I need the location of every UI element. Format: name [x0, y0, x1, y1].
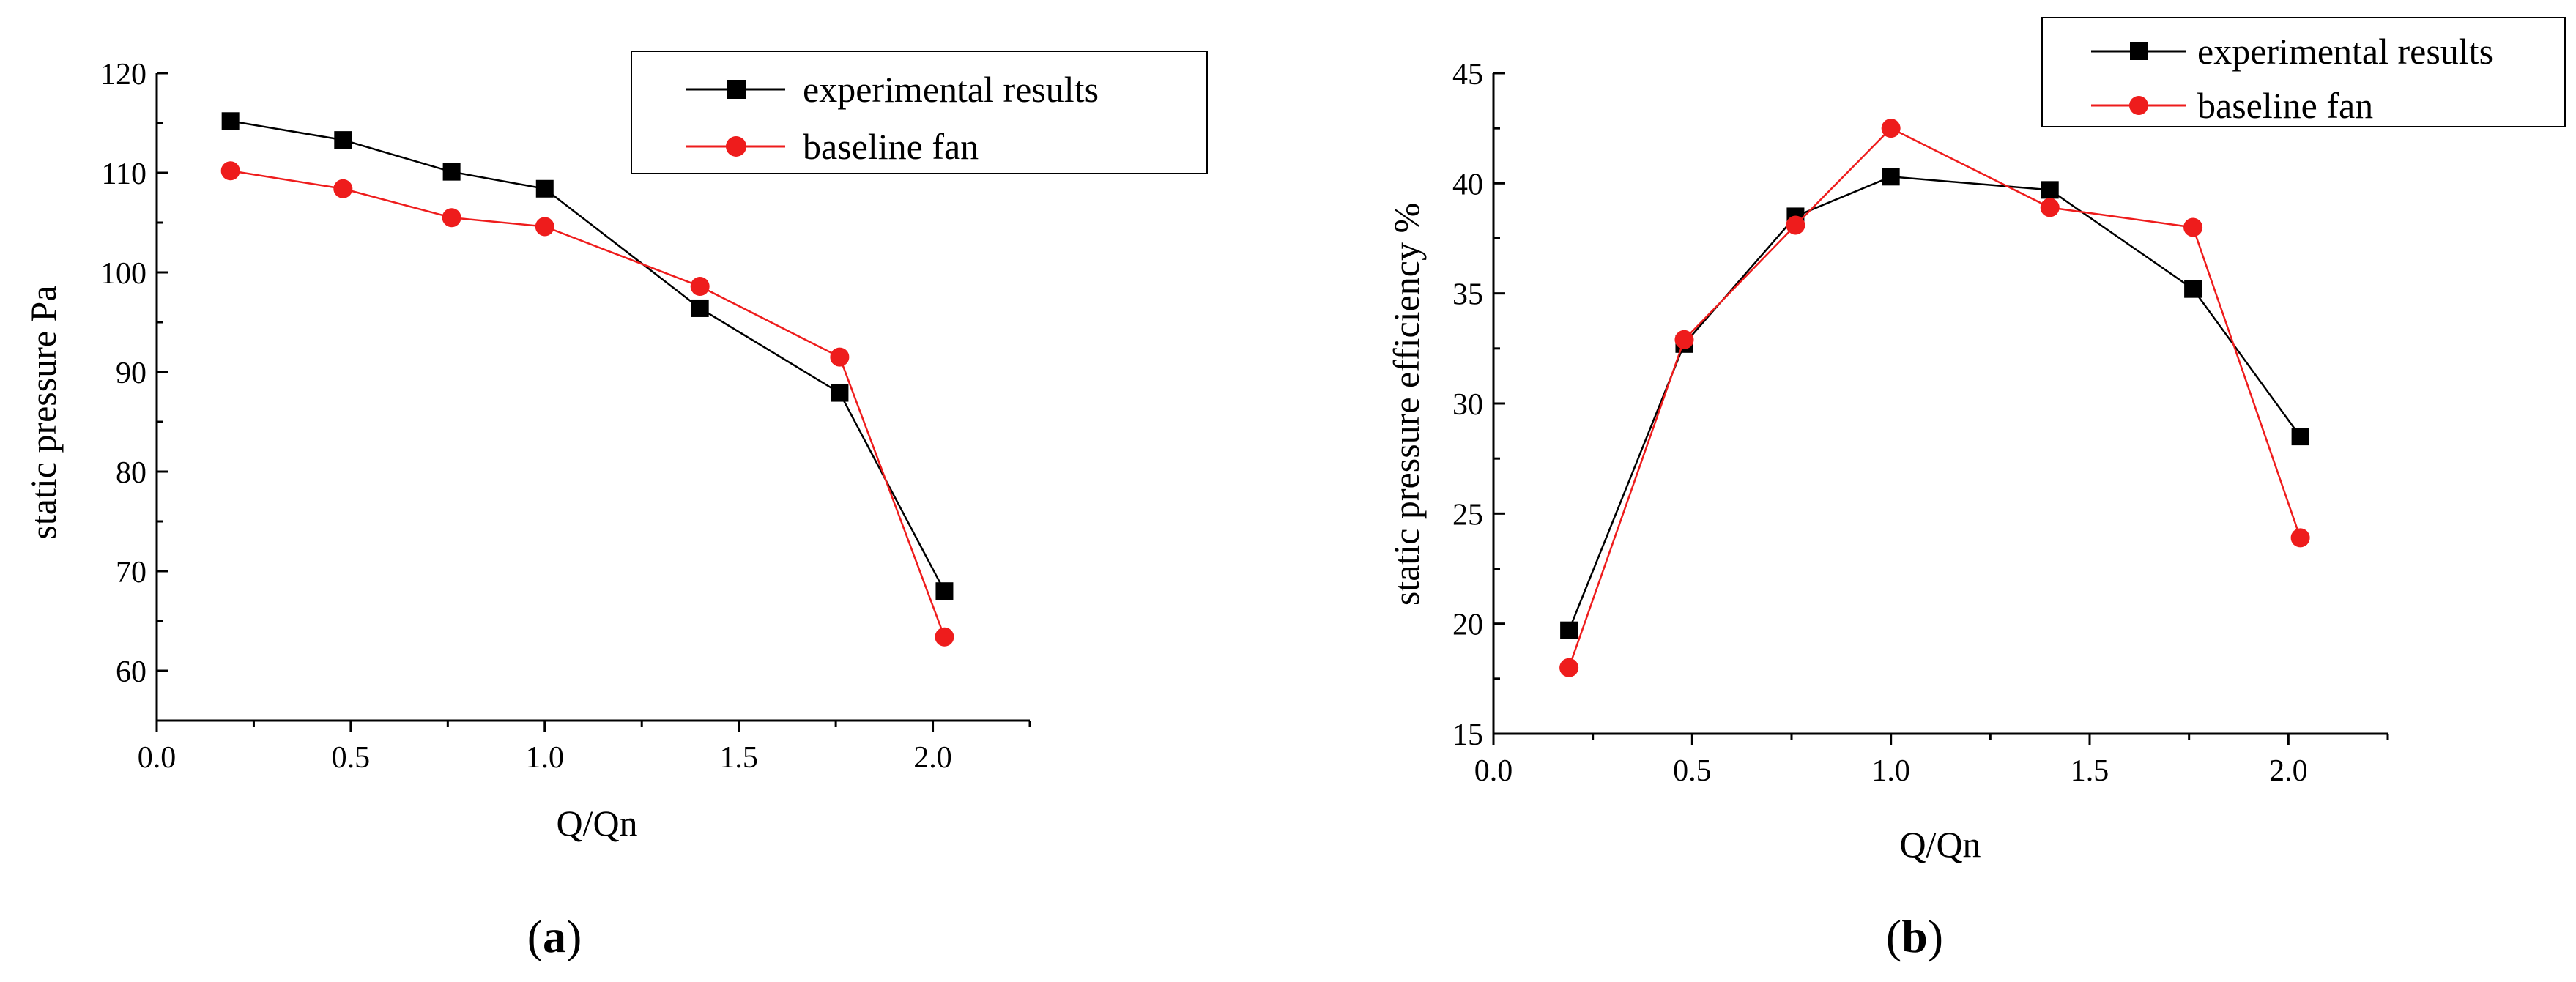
data-point-baseline-a [690, 277, 710, 297]
data-point-experimental-b [1882, 168, 1900, 186]
legend-label-experimental-a: experimental results [803, 69, 1099, 110]
legend-label-baseline-b: baseline fan [2197, 85, 2373, 126]
data-point-baseline-a [935, 627, 954, 647]
data-point-baseline-a [535, 217, 554, 237]
legend-label-experimental-b: experimental results [2197, 31, 2493, 72]
series-line-baseline-b [1567, 127, 2301, 669]
panel-label-a: (a) [527, 910, 582, 962]
series-line-baseline-a [230, 170, 946, 638]
series-line-experimental-b [1567, 176, 2301, 631]
data-point-baseline-b [2183, 217, 2203, 237]
chart-panel-b: 0.0 0.5 1.0 1.5 2.0 15 20 25 30 35 40 45 Q/Qn stat… [1386, 17, 2566, 962]
series-group-a [220, 112, 954, 647]
y-tick-label-a: 90 [116, 357, 146, 390]
legend-b: experimental results baseline fan [2041, 17, 2566, 127]
data-point-experimental-a [935, 582, 954, 600]
legend-box-b [2041, 17, 2566, 127]
y-axis-label-a: static pressure Pa [23, 285, 64, 539]
data-point-experimental-a [691, 299, 709, 317]
x-axis-label-b: Q/Qn [1899, 824, 1981, 865]
legend-marker-baseline-a [726, 136, 746, 157]
y-tick-label-a: 120 [100, 58, 146, 92]
data-point-baseline-a [442, 208, 461, 228]
x-tick-label-b: 2.0 [2269, 754, 2308, 788]
legend-marker-baseline-b [2129, 96, 2148, 115]
data-point-experimental-b [1560, 621, 1578, 639]
data-point-baseline-b [1881, 119, 1901, 138]
x-axis-b: 0.0 0.5 1.0 1.5 2.0 [1474, 732, 2389, 788]
data-point-experimental-a [334, 131, 352, 149]
y-tick-label-b: 20 [1452, 609, 1483, 642]
data-point-baseline-b [1674, 330, 1694, 349]
y-tick-label-a: 80 [116, 456, 146, 490]
y-tick-label-a: 70 [116, 556, 146, 589]
data-point-baseline-b [1559, 658, 1579, 677]
x-tick-label-b: 0.5 [1673, 754, 1712, 788]
chart-panel-a: 0.0 0.5 1.0 1.5 2.0 60 70 80 90 100 110 120 Q/Qn s… [23, 51, 1208, 962]
data-point-experimental-a [442, 163, 461, 181]
panel-label-b: (b) [1886, 910, 1943, 962]
data-point-experimental-b [2184, 280, 2202, 298]
x-tick-label-a: 2.0 [913, 741, 952, 775]
y-tick-label-a: 100 [100, 257, 146, 291]
x-axis-a: 0.0 0.5 1.0 1.5 2.0 [138, 719, 1031, 775]
data-point-baseline-b [2290, 528, 2310, 548]
data-point-baseline-a [220, 161, 240, 181]
y-tick-label-b: 35 [1452, 278, 1483, 312]
y-axis-a: 60 70 80 90 100 110 120 [100, 58, 168, 722]
x-tick-label-b: 1.5 [2071, 754, 2109, 788]
x-tick-label-b: 0.0 [1474, 754, 1513, 788]
legend-marker-experimental-a [727, 80, 746, 99]
y-tick-label-b: 40 [1452, 168, 1483, 201]
x-tick-label-a: 0.5 [332, 741, 371, 775]
series-group-b [1559, 119, 2310, 677]
y-tick-label-b: 15 [1452, 718, 1483, 752]
x-tick-label-a: 0.0 [138, 741, 177, 775]
x-tick-label-b: 1.0 [1871, 754, 1910, 788]
legend-marker-experimental-b [2130, 42, 2148, 60]
panel-label-b-letter: b [1901, 910, 1928, 962]
y-tick-label-a: 60 [116, 655, 146, 689]
data-point-experimental-a [831, 384, 849, 402]
y-tick-label-b: 25 [1452, 498, 1483, 532]
panel-label-a-letter: a [543, 910, 566, 962]
y-tick-label-b: 45 [1452, 58, 1483, 92]
y-axis-b: 15 20 25 30 35 40 45 [1452, 58, 1505, 752]
y-axis-label-b: static pressure efficiency % [1386, 203, 1427, 606]
data-point-baseline-b [2040, 198, 2060, 217]
data-point-baseline-a [333, 179, 353, 198]
legend-box-a [631, 51, 1208, 174]
y-tick-label-a: 110 [102, 157, 146, 191]
y-tick-label-b: 30 [1452, 388, 1483, 422]
data-point-experimental-b [2291, 428, 2309, 446]
data-point-experimental-a [221, 112, 240, 130]
x-tick-label-a: 1.0 [526, 741, 565, 775]
x-tick-label-a: 1.5 [719, 741, 758, 775]
data-point-experimental-b [2041, 181, 2059, 199]
data-point-baseline-a [830, 347, 850, 367]
data-point-experimental-a [535, 179, 554, 198]
x-axis-label-a: Q/Qn [556, 803, 637, 844]
data-point-baseline-b [1786, 215, 1805, 235]
legend-label-baseline-a: baseline fan [803, 126, 979, 167]
legend-a: experimental results baseline fan [631, 51, 1208, 174]
